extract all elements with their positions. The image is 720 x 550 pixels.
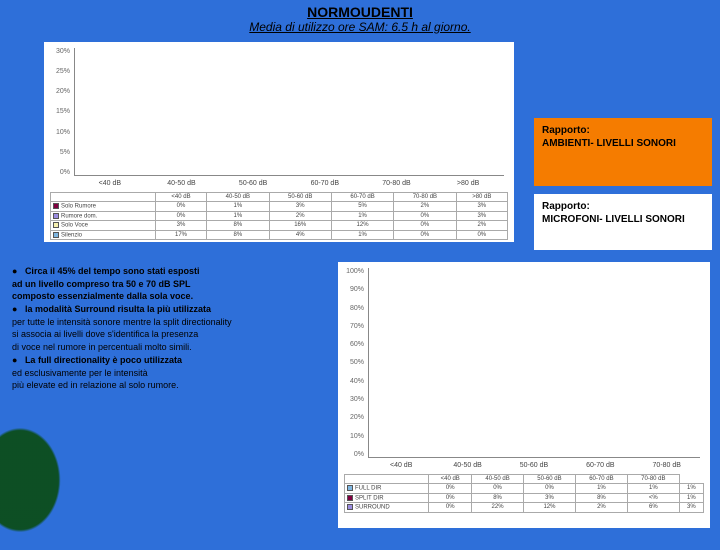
chart-top-panel: 30% 25% 20% 15% 10% 5% 0% <40 dB 40-50 dB 50-60 … (44, 42, 514, 242)
y-tick: 30% (50, 48, 70, 55)
title-block: NORMOUDENTI Media di utilizzo ore SAM: 6… (0, 0, 720, 36)
info-box-strong: MICROFONI- LIVELLI SONORI (542, 213, 704, 226)
y-tick: 40% (344, 378, 364, 385)
x-category: 50-60 dB (233, 180, 273, 187)
y-tick: 15% (50, 108, 70, 115)
y-tick: 20% (344, 414, 364, 421)
y-tick: 10% (344, 433, 364, 440)
bullet-line: per tutte le intensità sonore mentre la … (12, 317, 322, 329)
x-category: 50-60 dB (514, 462, 554, 469)
y-tick: 100% (344, 268, 364, 275)
y-tick: 5% (50, 149, 70, 156)
bullet-line: ed esclusivamente per le intensità (12, 368, 322, 380)
bullet-line: di voce nel rumore in percentuali molto … (12, 342, 322, 354)
y-tick: 90% (344, 286, 364, 293)
bullet-line: si associa ai livelli dove s'identifica … (12, 329, 322, 341)
info-box-microfoni: Rapporto: MICROFONI- LIVELLI SONORI (534, 194, 712, 250)
y-tick: 0% (50, 169, 70, 176)
chart-bottom-xcats: <40 dB 40-50 dB 50-60 dB 60-70 dB 70-80 dB (368, 462, 700, 469)
chart-top-area: 30%25%20%15%10%5%0% <40 dB40-50 dB50-60 … (50, 48, 508, 176)
bullet-line: composto essenzialmente dalla sola voce. (12, 291, 322, 303)
bullet-item: ● Circa il 45% del tempo sono stati espo… (12, 266, 322, 278)
chart-bottom-bars (368, 268, 700, 458)
y-tick: 0% (344, 451, 364, 458)
leaf-decoration (0, 410, 100, 550)
x-category: <40 dB (381, 462, 421, 469)
y-tick: 80% (344, 305, 364, 312)
y-tick: 50% (344, 359, 364, 366)
info-box-strong: AMBIENTI- LIVELLI SONORI (542, 137, 704, 150)
bullet-item: ● La full directionality è poco utilizza… (12, 355, 322, 367)
info-box-ambienti: Rapporto: AMBIENTI- LIVELLI SONORI (534, 118, 712, 186)
x-category: 70-80 dB (647, 462, 687, 469)
y-tick: 25% (50, 68, 70, 75)
y-tick: 30% (344, 396, 364, 403)
x-category: 40-50 dB (161, 180, 201, 187)
y-tick: 20% (50, 88, 70, 95)
y-tick: 60% (344, 341, 364, 348)
x-category: <40 dB (90, 180, 130, 187)
chart-top-yaxis: 30% 25% 20% 15% 10% 5% 0% (50, 48, 70, 176)
page-subtitle: Media di utilizzo ore SAM: 6.5 h al gior… (0, 20, 720, 34)
bullet-line: più elevate ed in relazione al solo rumo… (12, 380, 322, 392)
x-category: 60-70 dB (580, 462, 620, 469)
chart-top-table: <40 dB40-50 dB50-60 dB60-70 dB70-80 dB>8… (50, 192, 508, 240)
chart-bottom-table-wrap: <40 dB40-50 dB50-60 dB60-70 dB70-80 dBFU… (344, 474, 704, 524)
bullet-line: ad un livello compreso tra 50 e 70 dB SP… (12, 279, 322, 291)
chart-bottom-yaxis: 100% 90% 80% 70% 60% 50% 40% 30% 20% 10% 0% (344, 268, 364, 458)
info-box-label: Rapporto: (542, 200, 704, 213)
x-category: 60-70 dB (305, 180, 345, 187)
chart-top-bars (74, 48, 504, 176)
bullets-block: ● Circa il 45% del tempo sono stati espo… (12, 266, 322, 393)
bullet-item: ● la modalità Surround risulta la più ut… (12, 304, 322, 316)
chart-top-table-wrap: <40 dB40-50 dB50-60 dB60-70 dB70-80 dB>8… (50, 192, 508, 238)
y-tick: 70% (344, 323, 364, 330)
x-category: >80 dB (448, 180, 488, 187)
chart-bottom-area: 100%90%80%70%60%50%40%30%20%10%0% <40 dB… (344, 268, 704, 458)
chart-top-xcats: <40 dB 40-50 dB 50-60 dB 60-70 dB 70-80 dB >8… (74, 180, 504, 187)
info-box-label: Rapporto: (542, 124, 704, 137)
page-title: NORMOUDENTI (0, 4, 720, 20)
x-category: 70-80 dB (376, 180, 416, 187)
x-category: 40-50 dB (448, 462, 488, 469)
chart-bottom-panel: 100% 90% 80% 70% 60% 50% 40% 30% 20% 10% 0% <40 dB… (338, 262, 710, 528)
y-tick: 10% (50, 129, 70, 136)
chart-bottom-table: <40 dB40-50 dB50-60 dB60-70 dB70-80 dBFU… (344, 474, 704, 513)
